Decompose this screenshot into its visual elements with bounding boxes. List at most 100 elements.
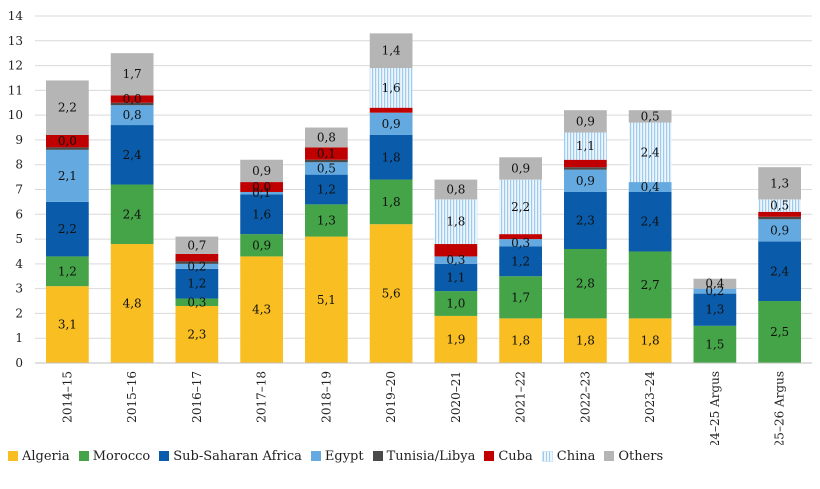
- bar-segment-china: [564, 132, 607, 160]
- data-label: 2,8: [576, 277, 595, 291]
- y-tick-label: 0: [15, 356, 23, 370]
- bar-segment-others: [46, 80, 89, 135]
- bar-segment-egypt: [434, 256, 478, 264]
- bar-segment-china: [628, 122, 672, 183]
- data-label: 5,6: [382, 287, 401, 301]
- data-label: 0,1: [252, 186, 271, 200]
- data-label: 0,9: [252, 164, 271, 178]
- legend-swatch: [8, 451, 18, 461]
- data-label: 2,3: [576, 213, 595, 227]
- bar-segment-china: [499, 179, 542, 235]
- data-label: 0,2: [705, 284, 724, 298]
- bar-segment-egypt: [499, 239, 542, 247]
- data-label: 1,8: [576, 334, 595, 348]
- data-label: 2,4: [123, 207, 142, 221]
- data-label: 0,0: [252, 180, 271, 194]
- data-label: 2,1: [58, 169, 77, 183]
- data-label: 0,9: [576, 174, 595, 188]
- bar-segment-tunisia-libya: [175, 261, 219, 264]
- bar-segment-algeria: [628, 318, 672, 363]
- data-label: 0,3: [187, 295, 206, 309]
- bar-segment-sub-saharan-africa: [499, 246, 542, 277]
- data-label: 3,1: [58, 318, 77, 332]
- legend-swatch: [541, 450, 553, 462]
- data-label: 1,8: [382, 195, 401, 209]
- y-tick-label: 3: [15, 282, 23, 296]
- bar-segment-others: [758, 167, 801, 200]
- y-tick-label: 6: [15, 207, 23, 221]
- data-label: 0,9: [382, 117, 401, 131]
- bar-segment-tunisia-libya: [305, 159, 348, 163]
- bar-segment-sub-saharan-africa: [693, 293, 737, 326]
- bar-segment-cuba: [369, 107, 413, 113]
- bar-segment-cuba: [434, 244, 478, 257]
- y-tick-label: 7: [15, 183, 23, 197]
- x-tick-label: 2016–17: [190, 371, 204, 423]
- data-label: 4,8: [123, 297, 142, 311]
- x-tick-label: 2014–15: [60, 371, 74, 423]
- legend-swatch: [484, 451, 495, 461]
- bar-segment-others: [564, 110, 607, 133]
- data-label: 0,9: [576, 114, 595, 128]
- x-tick-label: 2015–16: [125, 371, 139, 423]
- bar-segment-morocco: [369, 179, 413, 225]
- legend-item: Sub-Saharan Africa: [159, 449, 302, 464]
- bar-segment-others: [693, 278, 737, 289]
- data-label: 0,8: [446, 183, 465, 197]
- legend-label: Morocco: [92, 448, 151, 464]
- x-tick-label: 2020–21: [449, 371, 463, 423]
- bar-segment-others: [110, 53, 154, 96]
- x-tick-label: 2018–19: [319, 371, 333, 423]
- data-label: 0,1: [317, 147, 336, 161]
- data-label: 1,8: [382, 150, 401, 164]
- bar-segment-tunisia-libya: [46, 147, 89, 150]
- bar-segment-algeria: [110, 244, 154, 363]
- data-label: 1,0: [446, 297, 465, 311]
- data-label: 0,4: [641, 180, 660, 194]
- bar-segment-morocco: [628, 251, 672, 319]
- x-tick-label: 2021–22: [514, 371, 528, 423]
- bar-segment-tunisia-libya: [110, 102, 154, 106]
- bar-segment-morocco: [564, 248, 607, 319]
- data-label: 0,4: [705, 277, 724, 291]
- bar-segment-cuba: [758, 211, 801, 217]
- data-label: 2,2: [58, 101, 77, 115]
- y-tick-label: 13: [8, 34, 23, 48]
- y-tick-label: 12: [8, 59, 23, 73]
- bar-segment-sub-saharan-africa: [240, 194, 283, 235]
- legend-label: Cuba: [498, 448, 533, 464]
- bar-segment-sub-saharan-africa: [758, 241, 801, 302]
- x-tick-label: 2019–20: [384, 371, 398, 423]
- data-label: 1,3: [317, 213, 336, 227]
- legend-item: Tunisia/Libya: [372, 449, 475, 464]
- x-tick-label: 2017–18: [255, 371, 269, 423]
- bar-segment-sub-saharan-africa: [434, 263, 478, 292]
- data-label: 0,9: [511, 161, 530, 175]
- bar-segment-morocco: [693, 325, 737, 363]
- bar-segment-others: [305, 127, 348, 148]
- bar-segment-sub-saharan-africa: [564, 191, 607, 249]
- y-tick-label: 9: [15, 133, 23, 147]
- bar-segment-egypt: [305, 162, 348, 175]
- data-label: 0,5: [770, 199, 789, 213]
- bar-segment-cuba: [240, 182, 283, 192]
- bar-segment-algeria: [564, 318, 607, 363]
- data-label: 1,9: [446, 332, 465, 346]
- bar-segment-egypt: [46, 149, 89, 202]
- data-label: 1,2: [511, 254, 530, 268]
- legend-swatch: [78, 451, 89, 461]
- bar-segment-egypt: [693, 288, 737, 294]
- bar-segment-egypt: [240, 191, 283, 195]
- data-label: 1,5: [705, 337, 724, 351]
- bar-segment-algeria: [434, 315, 478, 363]
- data-label: 4,3: [252, 303, 271, 317]
- data-label: 5,1: [317, 293, 336, 307]
- bar-segment-china: [758, 199, 801, 212]
- data-label: 1,2: [58, 264, 77, 278]
- data-label: 0,3: [511, 236, 530, 250]
- x-tick-label: 2023–24: [643, 371, 657, 423]
- data-label: 1,8: [446, 215, 465, 229]
- legend-label: Sub-Saharan Africa: [173, 448, 302, 464]
- data-label: 0,5: [641, 109, 660, 123]
